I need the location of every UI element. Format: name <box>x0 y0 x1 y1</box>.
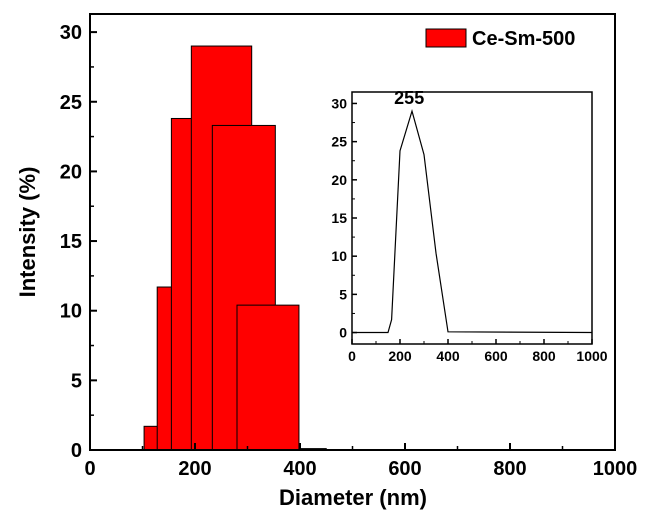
x-tick-label-3: 600 <box>388 458 421 480</box>
inset-x-tick-label-3: 600 <box>484 348 508 364</box>
y-tick-label-0: 0 <box>71 440 82 462</box>
y-tick-label-5: 25 <box>60 92 82 114</box>
y-tick-label-1: 5 <box>71 370 82 392</box>
main-bars <box>143 45 327 451</box>
x-tick-label-0: 0 <box>84 458 95 480</box>
x-tick-label-5: 1000 <box>593 458 638 480</box>
inset-x-tick-label-2: 400 <box>436 348 460 364</box>
y-tick-label-3: 15 <box>60 231 82 253</box>
inset-series-line <box>352 108 593 334</box>
inset-x-tick-label-4: 800 <box>532 348 556 364</box>
inset-chart: 0 200 400 600 800 1000 0 5 10 15 20 25 30 255 <box>331 88 607 364</box>
inset-y-tick-label-2: 10 <box>331 248 347 264</box>
inset-x-tick-label-0: 0 <box>348 348 356 364</box>
inset-y-tick-label-3: 15 <box>331 210 347 226</box>
bar-0 <box>143 425 159 451</box>
y-tick-label-2: 10 <box>60 301 82 323</box>
inset-x-tick-label-5: 1000 <box>576 348 607 364</box>
legend-swatch <box>425 28 467 48</box>
x-tick-label-2: 400 <box>283 458 316 480</box>
inset-y-tick-label-6: 30 <box>331 95 347 111</box>
inset-y-tick-label-4: 20 <box>331 172 347 188</box>
inset-x-tick-label-1: 200 <box>388 348 412 364</box>
y-tick-label-6: 30 <box>60 22 82 44</box>
x-axis-title: Diameter (nm) <box>279 485 427 510</box>
inset-y-tick-label-1: 5 <box>339 286 347 302</box>
x-tick-label-1: 200 <box>178 458 211 480</box>
bar-5 <box>236 304 300 451</box>
y-tick-label-4: 20 <box>60 161 82 183</box>
inset-plot-frame <box>351 91 593 345</box>
bar-2 <box>170 117 193 451</box>
legend: Ce-Sm-500 <box>425 28 575 50</box>
inset-axes: 0 200 400 600 800 1000 0 5 10 15 20 25 30 <box>331 95 607 364</box>
x-tick-label-4: 800 <box>493 458 526 480</box>
inset-y-tick-label-5: 25 <box>331 134 347 150</box>
inset-y-tick-label-0: 0 <box>339 325 347 341</box>
inset-peak-label: 255 <box>394 88 424 108</box>
legend-label: Ce-Sm-500 <box>472 28 575 50</box>
y-axis-title: Intensity (%) <box>15 167 40 298</box>
